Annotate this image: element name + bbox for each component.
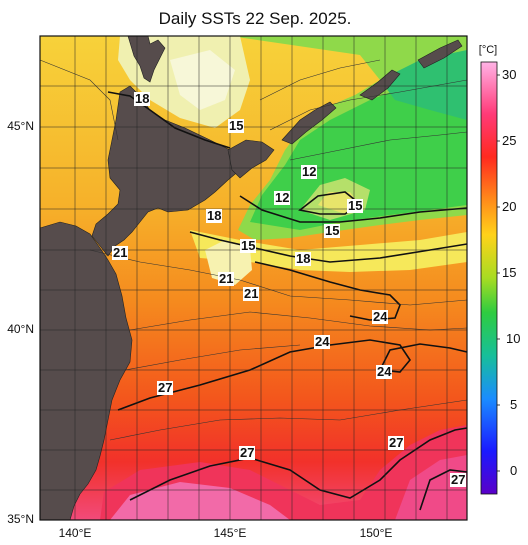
colorbar bbox=[480, 61, 498, 495]
longitude-label: 145°E bbox=[213, 526, 247, 540]
colorbar-tick-label: 30 bbox=[502, 67, 517, 82]
graticule bbox=[40, 36, 467, 520]
land-honshu bbox=[39, 221, 133, 521]
land-kurils-4 bbox=[417, 39, 463, 69]
land-kurils-3 bbox=[359, 69, 401, 101]
contour-label: 21 bbox=[218, 271, 235, 286]
contour-label: 15 bbox=[347, 198, 364, 213]
contour-label: 24 bbox=[372, 309, 389, 324]
colorbar-unit: [°C] bbox=[478, 44, 498, 56]
colorbar-tick-label: 20 bbox=[502, 199, 517, 214]
contour-label: 12 bbox=[301, 164, 318, 179]
colorbar-tick-label: 15 bbox=[502, 265, 517, 280]
contour-label: 24 bbox=[314, 334, 331, 349]
colorbar-ticks bbox=[497, 74, 500, 472]
contour-label: 15 bbox=[228, 118, 245, 133]
contour-label: 18 bbox=[134, 91, 151, 106]
contour-label: 15 bbox=[240, 238, 257, 253]
front-yellow bbox=[190, 230, 467, 272]
cool-region-teal bbox=[380, 50, 467, 120]
colorbar-tick-label: 10 bbox=[506, 331, 521, 346]
longitude-label: 140°E bbox=[58, 526, 92, 540]
contour-label: 27 bbox=[239, 445, 256, 460]
contour-label: 18 bbox=[295, 251, 312, 266]
contour-label: 27 bbox=[157, 380, 174, 395]
contour-label: 12 bbox=[274, 190, 291, 205]
contour-label: 27 bbox=[388, 435, 405, 450]
warm-core-inner bbox=[110, 482, 290, 520]
contour-label: 15 bbox=[324, 223, 341, 238]
contour-label: 18 bbox=[206, 208, 223, 223]
land-kurils-1 bbox=[227, 139, 275, 179]
contour-label: 21 bbox=[112, 245, 129, 260]
longitude-label: 150°E bbox=[359, 526, 393, 540]
map-title: Daily SSTs 22 Sep. 2025. bbox=[158, 9, 352, 28]
colorbar-tick-label: 0 bbox=[510, 463, 518, 478]
contour-label: 27 bbox=[450, 472, 467, 487]
contour-label: 24 bbox=[376, 364, 393, 379]
latitude-label: 40°N bbox=[7, 322, 34, 336]
latitude-label: 35°N bbox=[7, 512, 34, 526]
land-hokkaido bbox=[91, 85, 246, 257]
okhotsk-paler bbox=[170, 50, 235, 110]
colorbar-tick-label: 5 bbox=[510, 397, 518, 412]
colorbar-tick-label: 25 bbox=[502, 133, 517, 148]
land-kurils-2 bbox=[281, 101, 337, 145]
latitude-label: 45°N bbox=[7, 119, 34, 133]
cool-region-green bbox=[250, 68, 467, 230]
map-frame bbox=[39, 35, 468, 521]
contour-label: 21 bbox=[243, 286, 260, 301]
